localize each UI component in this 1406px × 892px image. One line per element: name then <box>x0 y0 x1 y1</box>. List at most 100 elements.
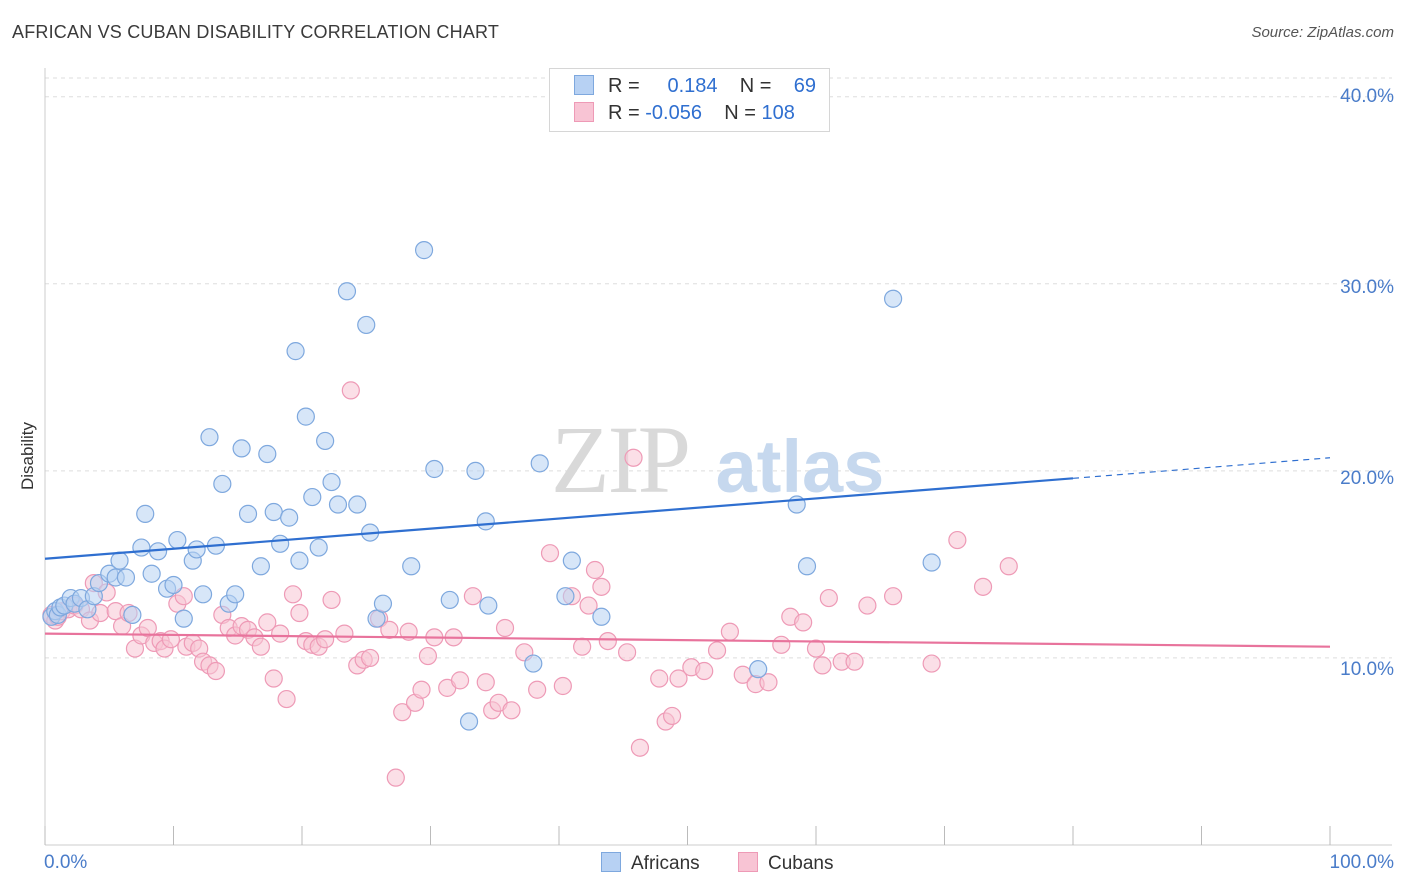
x-tick-label: 100.0% <box>1329 852 1394 873</box>
african-point <box>238 504 258 523</box>
africans-swatch <box>574 75 594 95</box>
cuban-point <box>540 544 560 563</box>
cuban-point <box>579 596 598 615</box>
african-point <box>116 568 136 587</box>
chart-title: AFRICAN VS CUBAN DISABILITY CORRELATION … <box>12 22 500 42</box>
african-point <box>123 605 142 625</box>
cuban-point <box>361 648 380 668</box>
cuban-point <box>528 680 547 699</box>
african-point <box>164 575 183 595</box>
cuban-point <box>283 585 303 604</box>
cuban-point <box>669 669 688 688</box>
cuban-point <box>463 587 483 606</box>
correlation-legend: R = 0.184 N = 69 R = -0.056 N = 108 <box>549 68 830 132</box>
african-point <box>258 444 277 464</box>
cuban-point <box>335 624 354 643</box>
cuban-point <box>258 613 277 632</box>
cuban-point <box>624 448 643 467</box>
legend-row-cubans: R = -0.056 N = 108 <box>574 102 795 126</box>
cuban-point <box>386 768 405 787</box>
african-point <box>373 594 393 613</box>
african-point <box>142 564 161 583</box>
africans-r-value: 0.184 <box>667 75 718 97</box>
african-point <box>316 431 335 451</box>
african-point <box>271 534 290 553</box>
african-point <box>328 495 348 514</box>
african-point <box>168 530 187 550</box>
cubans-points <box>42 381 1018 787</box>
african-point <box>524 654 543 673</box>
y-tick-label: 40.0% <box>1340 86 1394 107</box>
cuban-point <box>495 618 515 638</box>
cuban-point <box>650 669 669 688</box>
cuban-point <box>948 530 967 550</box>
african-point <box>402 557 421 576</box>
african-point <box>309 538 328 557</box>
y-tick-label: 30.0% <box>1340 277 1394 298</box>
cuban-point <box>399 622 418 641</box>
african-point <box>562 551 581 570</box>
x-tick-label: 0.0% <box>44 852 88 873</box>
africans-points <box>42 241 941 731</box>
african-point <box>592 607 611 626</box>
cuban-point <box>412 680 431 699</box>
african-point <box>530 454 549 473</box>
cuban-point <box>476 673 495 692</box>
cuban-point <box>695 661 714 681</box>
cuban-point <box>662 706 682 726</box>
cuban-point <box>206 661 226 681</box>
african-point <box>193 585 213 604</box>
african-point <box>280 508 299 527</box>
african-point <box>322 472 341 492</box>
cuban-point <box>393 703 412 722</box>
cuban-point <box>277 689 296 709</box>
africans-trendline <box>44 477 1074 560</box>
africans-trendline-extension <box>1072 457 1331 479</box>
cuban-point <box>450 671 470 690</box>
african-point <box>290 551 309 570</box>
cubans-swatch <box>574 102 594 122</box>
african-point <box>556 587 575 606</box>
african-point <box>286 342 305 361</box>
african-point <box>296 407 315 426</box>
watermark-zip: ZIP <box>551 406 689 513</box>
y-tick-label: 20.0% <box>1340 468 1394 489</box>
african-point <box>476 512 495 531</box>
watermark-atlas: atlas <box>716 425 885 508</box>
cuban-point <box>883 587 903 606</box>
cuban-point <box>618 643 637 662</box>
african-point <box>187 540 206 559</box>
african-point <box>136 504 155 523</box>
cuban-point <box>138 618 157 638</box>
cuban-point <box>845 652 864 671</box>
cuban-point <box>161 630 181 649</box>
african-point <box>414 241 434 260</box>
african-point <box>213 474 232 494</box>
cuban-point <box>290 603 309 623</box>
african-point <box>367 609 386 628</box>
african-point <box>251 557 270 576</box>
watermark: ZIP atlas <box>551 406 884 513</box>
african-point <box>440 590 459 610</box>
cuban-point <box>380 620 399 639</box>
cuban-point <box>553 676 572 696</box>
african-point <box>459 712 479 731</box>
cubans-r-value: -0.056 <box>645 102 702 124</box>
cubans-trendline <box>44 632 1331 648</box>
cuban-point <box>341 381 360 400</box>
y-tick-label: 10.0% <box>1340 659 1394 680</box>
cuban-point <box>819 588 838 608</box>
african-point <box>303 487 322 507</box>
cuban-point <box>264 669 283 688</box>
africans-n-value: 69 <box>793 75 816 97</box>
cuban-point <box>759 673 778 692</box>
cuban-point <box>720 622 740 641</box>
african-point <box>922 553 941 572</box>
african-point <box>357 315 376 335</box>
cuban-point <box>251 637 270 656</box>
cuban-point <box>271 624 290 643</box>
cubans-n-value: 108 <box>761 102 795 124</box>
african-point <box>749 660 768 679</box>
cuban-point <box>772 635 791 654</box>
